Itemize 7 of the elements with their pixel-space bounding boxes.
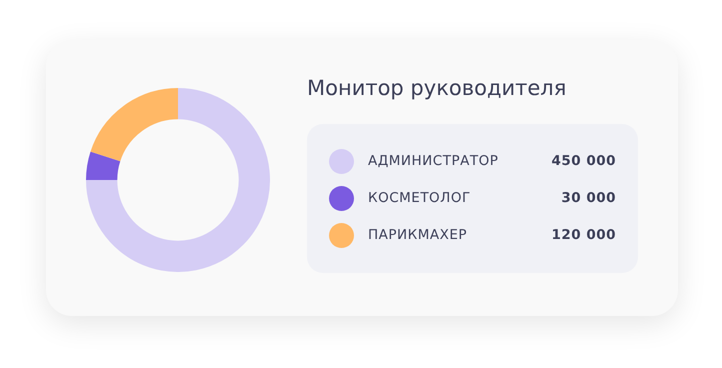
- legend-label: КОСМЕТОЛОГ: [368, 190, 472, 206]
- data-label: 30 000: [561, 190, 616, 206]
- data-label: 120 000: [551, 227, 616, 243]
- legend-label: ПАРИКМАХЕР: [368, 227, 468, 243]
- chart-title: Монитор руководителя: [307, 76, 566, 100]
- data-label: 450 000: [551, 153, 616, 169]
- legend-label: АДМИНИСТРАТОР: [368, 153, 500, 169]
